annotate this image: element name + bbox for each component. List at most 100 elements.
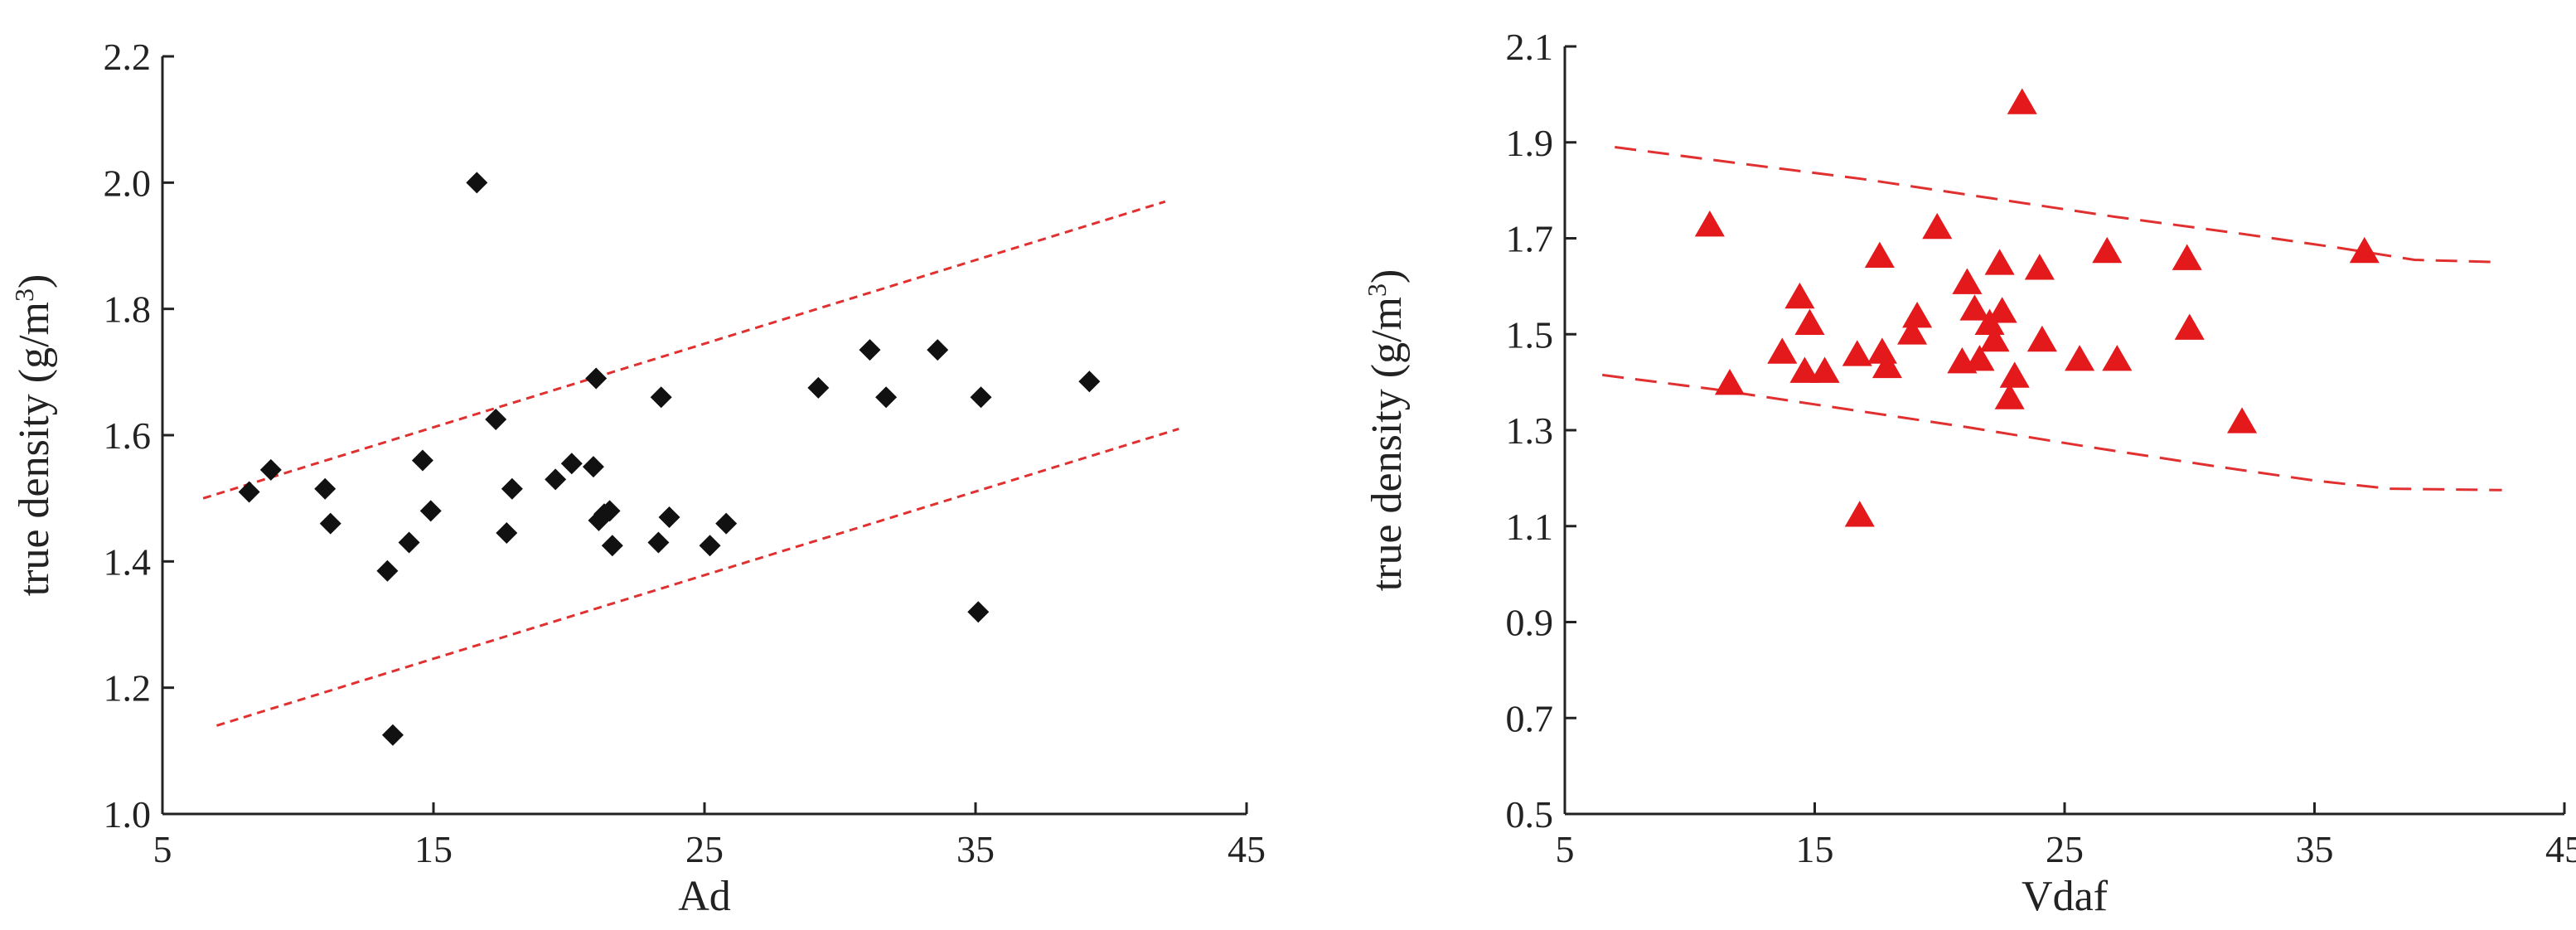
data-point: [2024, 254, 2055, 280]
y-tick-label: 1.5: [1506, 313, 1554, 356]
data-point: [1999, 361, 2030, 388]
y-tick-label: 1.7: [1506, 218, 1554, 260]
data-point: [1867, 337, 1897, 364]
data-point: [238, 481, 260, 503]
y-tick-label: 1.9: [1506, 122, 1554, 164]
data-point: [715, 512, 738, 535]
data-point: [1987, 297, 2017, 323]
upper-boundary-line: [202, 200, 1166, 500]
y-axis-title: true density (g/m3): [9, 274, 58, 597]
y-axis-title-text: true density (g/m: [1363, 297, 1411, 591]
data-point: [2227, 407, 2258, 434]
y-tick-label: 1.6: [104, 414, 152, 457]
data-point: [875, 386, 898, 409]
data-point: [1952, 268, 1983, 294]
x-tick-label: 45: [1227, 828, 1266, 870]
x-tick-label: 25: [2046, 828, 2084, 870]
data-point: [560, 453, 583, 475]
data-point: [1864, 241, 1895, 268]
y-axis-title-superscript: 3: [1362, 283, 1392, 297]
data-point: [970, 386, 992, 409]
y-axis-title-superscript: 3: [9, 288, 39, 302]
data-point: [859, 339, 881, 361]
data-point: [1897, 318, 1928, 345]
data-point: [1809, 356, 1840, 383]
x-tick-label: 5: [153, 828, 172, 870]
data-point: [647, 531, 670, 554]
data-point: [545, 468, 567, 491]
y-tick-label: 0.9: [1506, 602, 1554, 644]
y-tick-label: 1.0: [104, 793, 152, 836]
y-axis-title-text: true density (g/m: [11, 302, 58, 596]
data-point: [927, 339, 949, 361]
data-point: [1979, 325, 2010, 352]
data-point: [1789, 356, 1820, 383]
chart-vdaf-vs-density: 5 15 25 35 45 0.5 0.7 0.9 1.1 1.3 1.5 1.7 1.9 2.1 Vdaf…: [1362, 26, 2576, 920]
data-point: [1784, 282, 1815, 309]
data-point: [1964, 345, 1995, 371]
data-point: [2092, 236, 2123, 264]
data-point: [259, 458, 282, 481]
data-point: [807, 376, 830, 399]
data-point: [601, 535, 623, 557]
y-tick-label: 1.3: [1506, 409, 1554, 452]
data-point: [314, 477, 337, 500]
data-point: [585, 367, 608, 390]
upper-boundary-line: [1615, 146, 2502, 264]
chart-ad-vs-density: 5 15 25 35 45 1.0 1.2 1.4 1.6 1.8 2.0 2.2 Ad true den…: [9, 36, 1266, 920]
x-tick-label: 35: [956, 828, 995, 870]
data-point: [2007, 88, 2037, 114]
data-point: [419, 500, 442, 522]
data-point: [699, 535, 721, 557]
data-point: [2172, 244, 2202, 270]
data-point: [2102, 345, 2133, 371]
data-point: [1842, 340, 1872, 366]
data-point: [967, 601, 990, 623]
data-point: [381, 724, 404, 746]
data-point: [376, 559, 399, 582]
data-point: [1922, 212, 1953, 240]
y-tick-label: 1.2: [104, 667, 152, 710]
lower-boundary-line: [215, 427, 1179, 727]
data-point: [1767, 337, 1798, 364]
x-tick-label: 35: [2296, 828, 2334, 870]
x-tick-label: 15: [1796, 828, 1834, 870]
y-tick-label: 1.4: [104, 540, 152, 583]
data-point: [2065, 345, 2095, 371]
lower-boundary-line: [1602, 373, 2502, 492]
data-point: [1078, 371, 1101, 393]
data-point: [2026, 325, 2057, 352]
x-axis-title: Ad: [678, 873, 731, 920]
y-tick-label: 2.1: [1506, 26, 1554, 68]
data-point: [1844, 501, 1875, 527]
y-tick-label: 1.8: [104, 288, 152, 331]
data-point: [1714, 369, 1746, 395]
y-tick-label: 2.2: [104, 36, 152, 78]
y-tick-label: 2.0: [104, 162, 152, 204]
data-point: [1959, 294, 1990, 321]
y-tick-label: 0.7: [1506, 697, 1554, 739]
data-point: [1994, 383, 2025, 409]
y-tick-label: 0.5: [1506, 793, 1554, 836]
data-point: [658, 506, 680, 529]
y-axis-title-close: ): [11, 274, 58, 288]
data-point: [2349, 236, 2380, 264]
x-axis-title: Vdaf: [2022, 873, 2109, 920]
y-tick-label: 1.1: [1506, 506, 1554, 548]
x-tick-label: 25: [685, 828, 724, 870]
data-point: [398, 531, 420, 554]
data-point: [1794, 308, 1825, 336]
data-point: [496, 522, 518, 545]
data-point: [319, 512, 341, 535]
data-point: [485, 408, 507, 430]
data-point: [1902, 301, 1933, 328]
data-point: [501, 477, 523, 500]
data-point: [466, 172, 488, 194]
data-point: [411, 449, 433, 472]
x-tick-label: 5: [1556, 828, 1575, 870]
data-point: [598, 500, 621, 522]
data-point: [650, 386, 672, 409]
data-point: [1694, 211, 1725, 237]
y-axis-title-close: ): [1363, 269, 1411, 283]
